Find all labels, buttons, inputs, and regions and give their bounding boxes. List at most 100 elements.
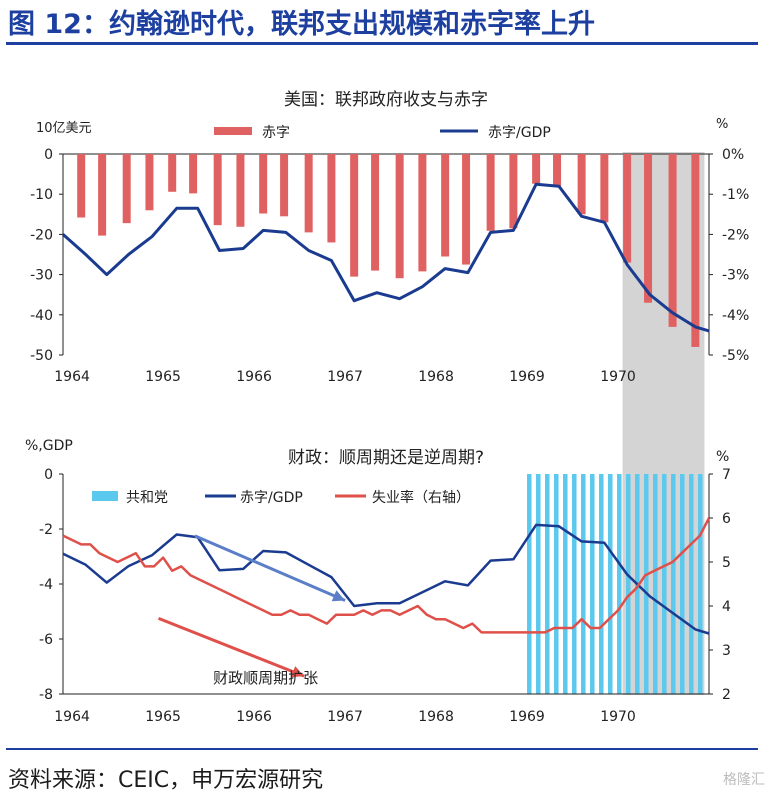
chart1-right-tick-label: -3% <box>722 268 749 284</box>
chart2-x-tick-label: 1967 <box>327 709 363 725</box>
blue-arrow-head <box>331 590 346 602</box>
chart2-left-axis-unit: %,GDP <box>25 438 73 454</box>
deficit-bar <box>486 154 495 231</box>
chart2-x-tick-label: 1968 <box>418 709 454 725</box>
deficit-bar <box>532 154 541 184</box>
deficit-bar <box>168 154 177 192</box>
title-rule <box>6 42 758 45</box>
republican-stripe <box>545 474 550 694</box>
chart2-unemployment-line <box>62 517 711 634</box>
blue-trend-arrow <box>194 534 346 602</box>
chart2-x-tick-label: 1970 <box>600 709 636 725</box>
republican-stripe <box>527 474 532 694</box>
chart2-right-tick-label: 4 <box>722 599 731 615</box>
republican-stripe <box>698 474 703 694</box>
deficit-bar <box>441 154 450 257</box>
chart2-x-tick-label: 1964 <box>54 709 90 725</box>
chart1-deficit-gdp-line <box>62 182 710 333</box>
chart2-right-tick-label: 6 <box>722 511 731 527</box>
chart2-left-tick-label: -6 <box>39 632 53 648</box>
figure-title: 图 12：约翰逊时代，联邦支出规模和赤字率上升 <box>8 9 595 40</box>
deficit-bar <box>553 154 562 187</box>
chart1-x-tick-label: 1969 <box>509 369 545 385</box>
deficit-bar <box>371 154 380 271</box>
chart2-x-tick-label: 1965 <box>145 709 181 725</box>
deficit-bar <box>98 154 107 236</box>
chart1-left-tick-label: -30 <box>30 268 53 284</box>
republican-stripe <box>599 474 604 694</box>
republican-stripe <box>590 474 595 694</box>
deficit-bar <box>327 154 336 243</box>
chart1-left-tick-label: -50 <box>30 348 53 364</box>
republican-stripe <box>554 474 559 694</box>
chart1-right-tick-label: -5% <box>722 348 749 364</box>
deficit-bar <box>122 154 131 224</box>
chart1-x-tick-label: 1964 <box>54 369 90 385</box>
chart2-deficit-gdp-line <box>62 523 710 635</box>
chart2-legend-republican-label: 共和党 <box>126 490 168 506</box>
chart1-right-tick-label: -1% <box>722 187 749 203</box>
republican-stripe <box>662 474 667 694</box>
deficit-bar <box>644 154 653 303</box>
deficit-bar <box>623 154 632 263</box>
deficit-bar <box>77 154 86 218</box>
republican-stripe <box>689 474 694 694</box>
republican-stripe <box>536 474 541 694</box>
chart2-right-tick-label: 3 <box>722 643 731 659</box>
deficit-bar <box>577 154 586 215</box>
chart1-left-tick-label: -40 <box>30 308 53 324</box>
deficit-bar <box>668 154 677 327</box>
chart2-x-tick-label: 1966 <box>236 709 272 725</box>
chart1-left-tick-label: 0 <box>44 147 53 163</box>
red-trend-arrow <box>157 616 305 678</box>
chart2-left-tick-label: -8 <box>39 687 53 703</box>
chart2-legend-republican-swatch <box>92 491 118 501</box>
deficit-bar <box>600 154 609 223</box>
republican-stripe <box>671 474 676 694</box>
source-note: 资料来源：CEIC，申万宏源研究 <box>8 768 324 793</box>
chart2-left-tick-label: -2 <box>39 522 53 538</box>
chart2-right-axis-unit: % <box>716 449 729 465</box>
deficit-bar <box>395 154 404 279</box>
chart2-left-tick-label: -4 <box>39 577 53 593</box>
republican-stripe <box>572 474 577 694</box>
chart1-x-tick-label: 1967 <box>327 369 363 385</box>
chart1-title: 美国：联邦政府收支与赤字 <box>284 90 488 110</box>
republican-stripe <box>680 474 685 694</box>
red-arrow-head <box>290 666 305 678</box>
republican-stripe <box>581 474 586 694</box>
chart1-legend-bar-label: 赤字 <box>262 125 290 141</box>
deficit-bar <box>236 154 245 227</box>
deficit-bar <box>350 154 359 277</box>
chart1-x-tick-label: 1966 <box>236 369 272 385</box>
deficit-bar <box>145 154 154 211</box>
chart1-x-tick-label: 1970 <box>600 369 636 385</box>
republican-stripe <box>617 474 622 694</box>
chart1-right-tick-label: -4% <box>722 308 749 324</box>
chart1-x-tick-label: 1965 <box>145 369 181 385</box>
chart1-x-tick-label: 1968 <box>418 369 454 385</box>
chart1-right-tick-label: -2% <box>722 227 749 243</box>
chart2-legend-unemployment-label: 失业率（右轴） <box>372 489 470 506</box>
chart2-title: 财政：顺周期还是逆周期? <box>288 448 484 468</box>
republican-stripe <box>608 474 613 694</box>
republican-stripe <box>644 474 649 694</box>
deficit-bar <box>189 154 198 194</box>
chart1-legend-bar-swatch <box>214 127 252 135</box>
chart1-right-tick-label: 0% <box>722 147 744 163</box>
republican-stripe <box>563 474 568 694</box>
bottom-rule <box>6 748 758 750</box>
chart1-right-axis-unit: % <box>716 117 728 132</box>
chart2-right-tick-label: 5 <box>722 555 731 571</box>
deficit-bar <box>691 154 700 347</box>
deficit-bar <box>280 154 289 217</box>
chart2-x-tick-label: 1969 <box>509 709 545 725</box>
deficit-bar <box>304 154 313 233</box>
deficit-bar <box>259 154 268 214</box>
chart2-legend-deficit-label: 赤字/GDP <box>240 490 303 506</box>
chart2-right-tick-label: 2 <box>722 687 731 703</box>
chart2-right-tick-label: 7 <box>722 467 731 483</box>
deficit-bar <box>213 154 222 226</box>
republican-stripe <box>653 474 658 694</box>
